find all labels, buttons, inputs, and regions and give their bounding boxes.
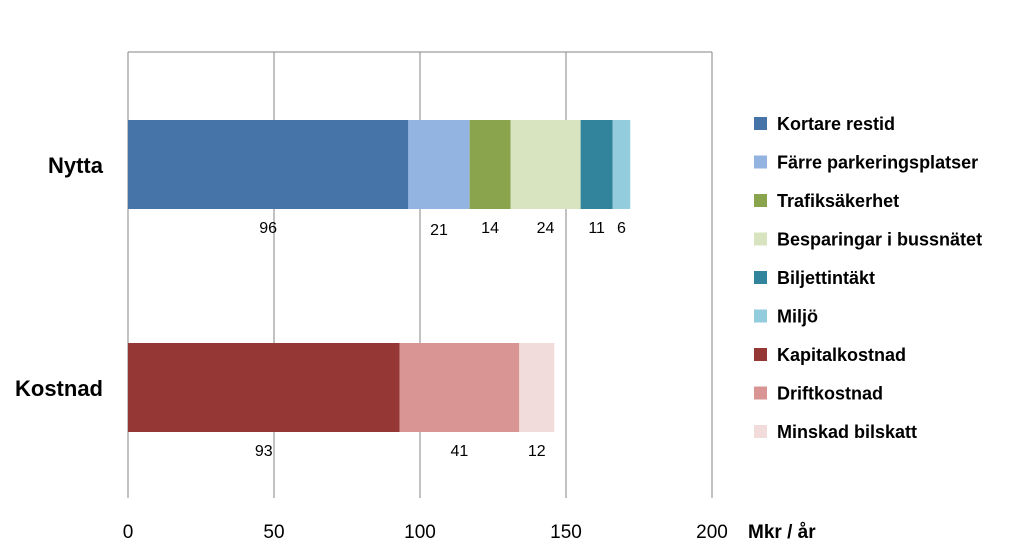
legend-label: Biljettintäkt [777,268,875,288]
data-label: 93 [255,443,273,460]
legend-label: Miljö [777,307,818,327]
x-tick-label: 150 [550,522,582,543]
legend-swatch [754,117,767,130]
category-labels: Nytta Kostnad [15,153,104,401]
x-tick-label: 0 [123,522,134,543]
legend-label: Driftkostnad [777,384,883,404]
bar-segment-minskad-bilskatt [519,343,555,432]
category-label: Kostnad [15,376,103,401]
legend-swatch [754,348,767,361]
legend-swatch [754,155,767,169]
x-tick-labels: 0 50 100 150 200 [123,522,728,543]
bar-segment-miljö [612,120,631,209]
bar-segment-kortare-restid [128,120,409,209]
bar-segment-färre-parkeringsplatser [408,120,470,209]
unit-label: Mkr / år [748,522,816,543]
legend-label: Besparingar i bussnätet [777,230,982,250]
x-tick-label: 200 [696,522,728,543]
x-tick-label: 100 [404,522,436,543]
legend-swatch [754,309,767,323]
legend-swatch [754,232,767,246]
x-tick-label: 50 [263,522,284,543]
legend-swatch [754,386,767,400]
data-label: 96 [259,220,277,237]
bar-segment-trafiksäkerhet [469,120,511,209]
legend-label: Kapitalkostnad [777,345,906,365]
data-label: 21 [430,222,448,239]
legend-swatch [754,425,767,438]
bar-segment-biljettintäkt [580,120,613,209]
legend-label: Kortare restid [777,114,895,134]
data-label: 41 [451,443,469,460]
bar-segment-kapitalkostnad [128,343,400,432]
data-label: 14 [481,220,499,237]
legend-swatch [754,194,767,207]
data-labels: 96 21 14 24 11 6 93 41 12 [255,220,626,460]
category-label: Nytta [48,153,104,178]
legend-label: Färre parkeringsplatser [777,153,978,173]
legend-label: Minskad bilskatt [777,422,917,442]
data-label: 6 [617,220,626,237]
data-label: 11 [588,220,605,237]
legend: Kortare restid Färre parkeringsplatser Tra… [754,114,982,442]
bar-segment-driftkostnad [399,343,520,432]
data-label: 24 [537,220,555,237]
bar-segment-besparingar-i-bussnätet [510,120,581,209]
legend-swatch [754,271,767,284]
legend-label: Trafiksäkerhet [777,191,899,211]
bar-segments [128,120,631,432]
data-label: 12 [528,443,546,460]
